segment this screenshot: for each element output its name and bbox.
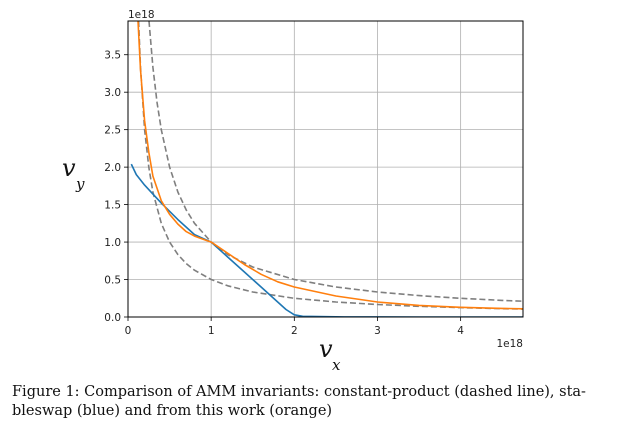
y-axis-label: v y	[62, 154, 85, 193]
y-tick-label: 1.0	[104, 237, 121, 249]
x-tick-label: 4	[457, 325, 464, 337]
caption-line: bleswap (blue) and from this work (orang…	[12, 402, 622, 421]
x-tick-label: 1	[208, 325, 215, 337]
x-offset-label: 1e18	[496, 338, 523, 350]
x-tick-label: 2	[291, 325, 298, 337]
y-tick-label: 1.5	[104, 200, 121, 212]
y-tick-label: 3.5	[104, 50, 121, 62]
y-tick-label: 3.0	[104, 87, 121, 99]
x-tick-label: 3	[374, 325, 381, 337]
y-tick-label: 0.0	[104, 312, 121, 324]
caption-line: Figure 1: Comparison of AMM invariants: …	[12, 383, 622, 402]
x-axis-label: v x	[319, 335, 341, 374]
x-tick-label: 0	[125, 325, 132, 337]
svg-text:v: v	[62, 154, 76, 182]
y-tick-label: 0.5	[104, 275, 121, 287]
svg-text:x: x	[332, 356, 341, 374]
svg-text:v: v	[319, 335, 333, 363]
figure-caption: Figure 1: Comparison of AMM invariants: …	[12, 383, 622, 421]
chart-svg: 0 1 2 3 40.00.51.01.52.02.53.03.5 1e18 1e18 …	[0, 0, 631, 380]
plot-background	[128, 21, 523, 317]
y-tick-label: 2.5	[104, 125, 121, 137]
y-tick-label: 2.0	[104, 162, 121, 174]
svg-text:y: y	[75, 175, 85, 193]
y-offset-label: 1e18	[128, 9, 155, 21]
